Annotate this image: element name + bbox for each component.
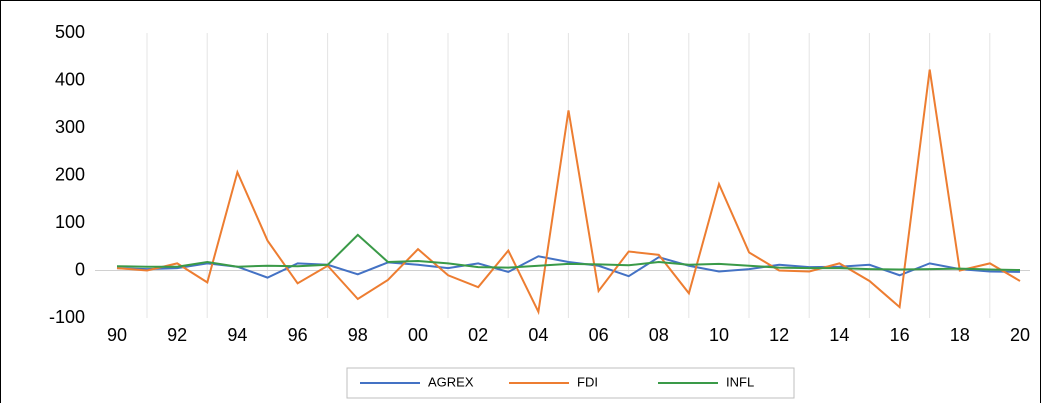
y-tick-label: -100 — [49, 307, 85, 327]
y-tick-label: 500 — [55, 22, 85, 42]
data-line — [116, 255, 1021, 279]
x-tick-label: 04 — [528, 325, 548, 345]
legend: AGREX FDI INFL — [346, 367, 795, 399]
x-tick-label: 90 — [107, 325, 127, 345]
x-tick-label: 20 — [1010, 325, 1030, 345]
y-tick-label: 0 — [75, 259, 85, 279]
legend-label: FDI — [577, 374, 598, 389]
y-tick-label: 300 — [55, 117, 85, 137]
x-tick-label: 02 — [468, 325, 488, 345]
x-tick-label: 18 — [950, 325, 970, 345]
x-tick-label: 00 — [408, 325, 428, 345]
x-tick-label: 92 — [167, 325, 187, 345]
x-tick-label: 96 — [288, 325, 308, 345]
y-tick-label: 100 — [55, 212, 85, 232]
legend-label: AGREX — [428, 374, 474, 389]
x-tick-label: 94 — [227, 325, 247, 345]
legend-label: INFL — [726, 374, 754, 389]
x-tick-label: 12 — [769, 325, 789, 345]
x-tick-label: 08 — [649, 325, 669, 345]
x-tick-label: 16 — [890, 325, 910, 345]
x-tick-label: 98 — [348, 325, 368, 345]
data-line — [116, 233, 1021, 272]
legend-box — [346, 367, 795, 399]
data-line — [116, 69, 1021, 316]
x-tick-label: 14 — [829, 325, 849, 345]
y-tick-label: 400 — [55, 69, 85, 89]
x-tick-label: 10 — [709, 325, 729, 345]
plot-area: -100 0 100 200 300 400 500 90 92 94 96 98 00 02 04 06 08… — [49, 22, 1030, 345]
y-tick-label: 200 — [55, 164, 85, 184]
x-tick-label: 06 — [589, 325, 609, 345]
